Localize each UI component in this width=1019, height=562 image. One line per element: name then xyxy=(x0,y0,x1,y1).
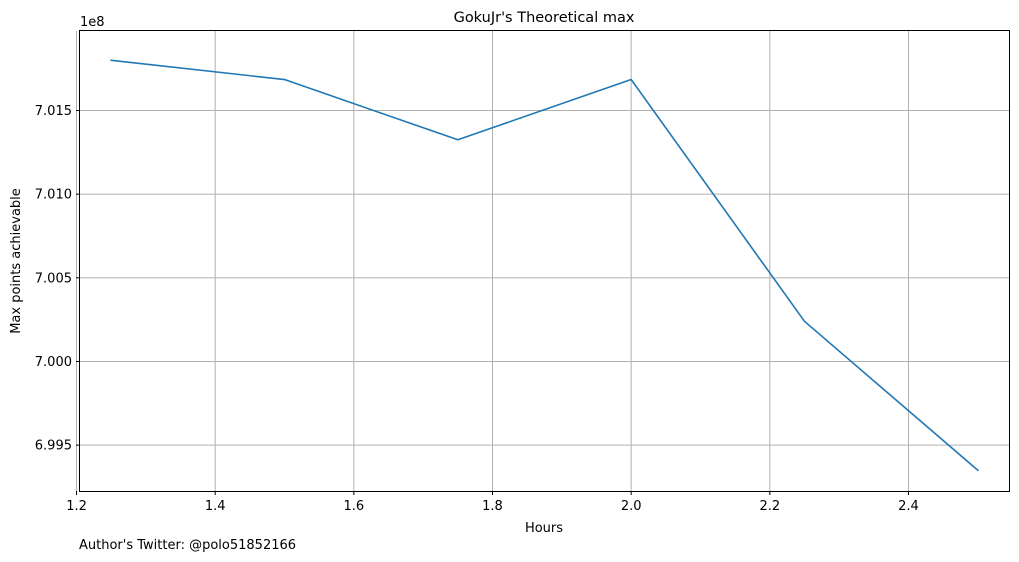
x-tick-label: 1.4 xyxy=(205,499,226,514)
x-tick-label: 1.2 xyxy=(66,499,87,514)
axis-ticks: 1.2 1.4 1.6 1.8 2.0 2.2 2.4 6.995 7.000 7.005 7.01… xyxy=(35,104,919,514)
y-axis-offset-label: 1e8 xyxy=(80,15,105,30)
y-axis-label: Max points achievable xyxy=(9,188,24,334)
plot-area-frame xyxy=(79,30,1010,492)
y-tick-label: 7.005 xyxy=(35,271,72,286)
x-tick-label: 2.4 xyxy=(898,499,919,514)
author-twitter-note: Author's Twitter: @polo51852166 xyxy=(79,538,297,553)
x-tick-label: 1.6 xyxy=(344,499,365,514)
y-tick-label: 7.000 xyxy=(35,355,72,370)
x-tick-label: 2.2 xyxy=(759,499,780,514)
y-tick-label: 6.995 xyxy=(35,439,72,454)
chart-title: GokuJr's Theoretical max xyxy=(454,10,635,26)
series-layer xyxy=(110,59,979,472)
y-tick-label: 7.015 xyxy=(35,104,72,119)
series-line xyxy=(110,59,979,472)
x-tick-label: 2.0 xyxy=(621,499,642,514)
x-tick-label: 1.8 xyxy=(482,499,503,514)
x-axis-label: Hours xyxy=(525,521,563,536)
y-tick-label: 7.010 xyxy=(35,188,72,203)
grid-lines xyxy=(76,31,1009,491)
